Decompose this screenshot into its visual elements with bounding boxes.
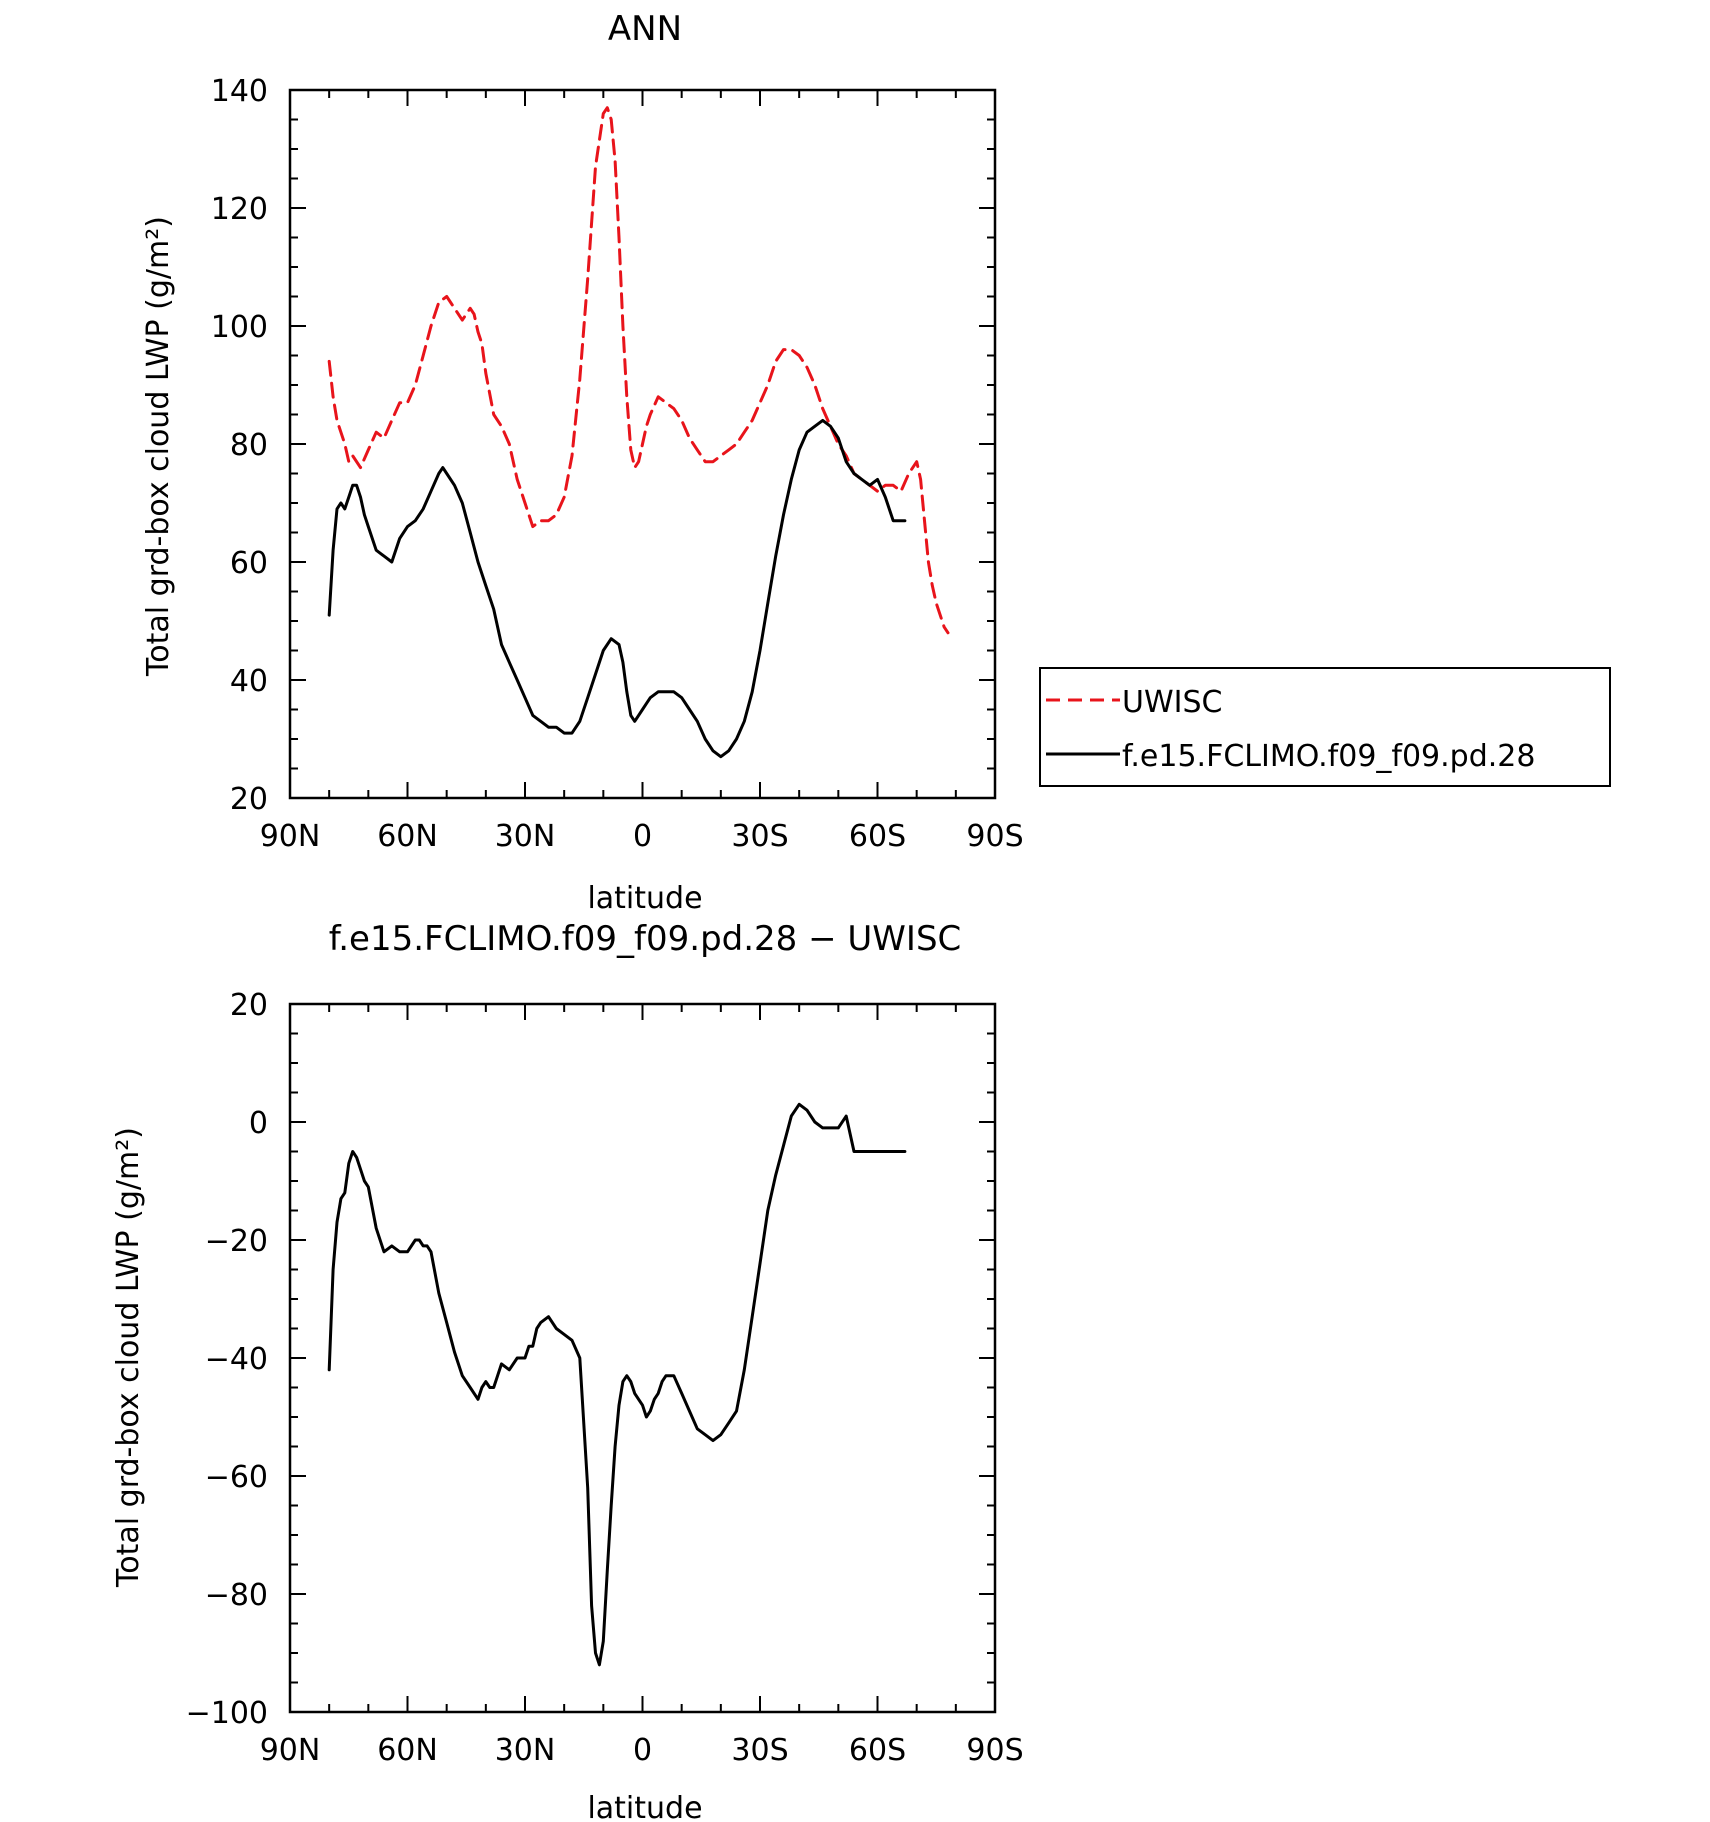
bottom-panel-difference-lwp: f.e15.FCLIMO.f09_f09.pd.28 − UWISC latit… bbox=[111, 919, 1024, 1822]
bottom-x-tick-label: 90N bbox=[260, 1733, 321, 1768]
top-series-line-uwisc bbox=[327, 106, 950, 635]
legend-label-model: f.e15.FCLIMO.f09_f09.pd.28 bbox=[1122, 739, 1535, 774]
top-panel-annual-lwp: ANN latitude Total grd-box cloud LWP (g/… bbox=[141, 9, 1024, 916]
top-x-tick-label: 60S bbox=[849, 819, 906, 854]
bottom-x-tick-label: 60N bbox=[377, 1733, 438, 1768]
bottom-x-tick-label: 30S bbox=[731, 1733, 788, 1768]
top-y-tick-label: 80 bbox=[230, 428, 268, 463]
top-x-tick-label: 60N bbox=[377, 819, 438, 854]
top-series-line-model bbox=[327, 418, 907, 759]
top-y-tick-label: 140 bbox=[211, 74, 268, 109]
bottom-plot-frame bbox=[288, 1002, 997, 1714]
legend: UWISC f.e15.FCLIMO.f09_f09.pd.28 bbox=[1039, 667, 1611, 787]
bottom-y-tick-label: 0 bbox=[249, 1106, 268, 1141]
top-chart-ylabel: Total grd-box cloud LWP (g/m²) bbox=[141, 216, 176, 677]
top-x-tick-label: 0 bbox=[633, 819, 652, 854]
bottom-chart-ylabel: Total grd-box cloud LWP (g/m²) bbox=[111, 1127, 146, 1588]
bottom-y-tick-label: −100 bbox=[186, 1696, 268, 1731]
bottom-chart-xlabel: latitude bbox=[587, 1791, 702, 1822]
bottom-y-tick-label: −60 bbox=[205, 1460, 268, 1495]
legend-box bbox=[1039, 667, 1611, 787]
top-chart-title: ANN bbox=[608, 9, 682, 49]
top-chart-xlabel: latitude bbox=[587, 881, 702, 916]
top-y-tick-label: 40 bbox=[230, 664, 268, 699]
bottom-x-tick-label: 30N bbox=[495, 1733, 556, 1768]
top-y-tick-label: 20 bbox=[230, 782, 268, 817]
top-y-tick-label: 100 bbox=[211, 310, 268, 345]
legend-label-uwisc: UWISC bbox=[1122, 685, 1222, 720]
bottom-chart-title: f.e15.FCLIMO.f09_f09.pd.28 − UWISC bbox=[329, 919, 962, 959]
bottom-y-tick-label: 20 bbox=[230, 988, 268, 1023]
bottom-x-tick-label: 0 bbox=[633, 1733, 652, 1768]
bottom-y-tick-label: −20 bbox=[205, 1224, 268, 1259]
bottom-x-tick-label: 60S bbox=[849, 1733, 906, 1768]
top-x-tick-label: 30S bbox=[731, 819, 788, 854]
bottom-x-tick-label: 90S bbox=[966, 1733, 1023, 1768]
top-x-tick-label: 30N bbox=[495, 819, 556, 854]
top-x-tick-label: 90N bbox=[260, 819, 321, 854]
top-y-tick-label: 120 bbox=[211, 192, 268, 227]
bottom-y-tick-label: −40 bbox=[205, 1342, 268, 1377]
bottom-series-line-difference bbox=[327, 1102, 907, 1667]
bottom-y-tick-label: −80 bbox=[205, 1578, 268, 1613]
top-x-tick-label: 90S bbox=[966, 819, 1023, 854]
top-y-tick-label: 60 bbox=[230, 546, 268, 581]
